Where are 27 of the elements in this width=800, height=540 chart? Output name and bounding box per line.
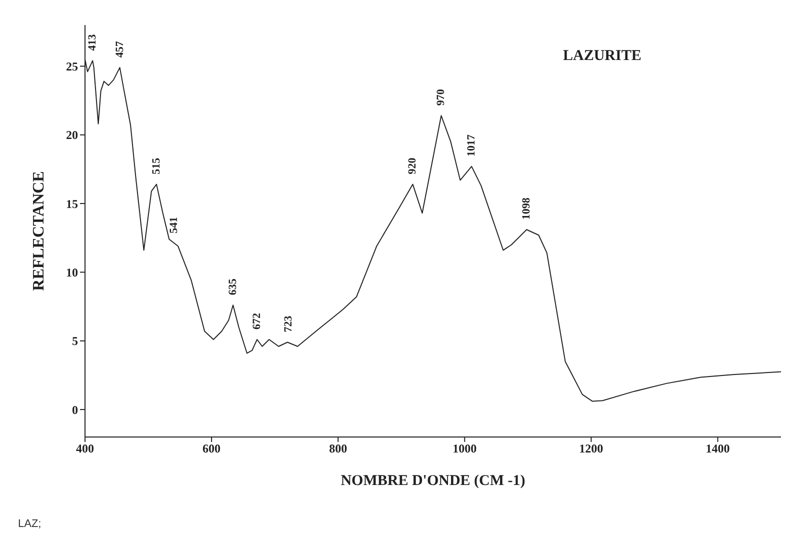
x-tick-label: 1400 [706,442,730,456]
y-tick-label: 25 [66,59,78,74]
annotation: 970 [435,88,448,106]
x-tick-label: 800 [329,442,348,456]
y-tick-label: 15 [66,196,78,211]
x-tick-label: 600 [202,442,221,456]
annotation: 515 [150,157,162,174]
annotation: 635 [227,278,240,296]
annotation: 1098 [520,197,533,220]
x-tick-label: 400 [76,442,94,456]
y-tick-label: 20 [66,128,78,142]
text: LAZ; [18,518,42,530]
y-tick-label: 10 [66,265,78,280]
y-axis-title: REFLECTANCE [30,171,48,291]
x-axis-title: NOMBRE D'ONDE (CM -1) [340,473,526,489]
annotation: 413 [86,34,99,51]
annotation: 723 [282,315,295,332]
x-tick-label: 1200 [579,442,604,456]
annotation: 1017 [466,134,478,156]
annotation: 672 [251,312,264,330]
y-tick-label: 0 [72,402,78,417]
text: LAZURITE [563,48,642,65]
annotation: 920 [406,157,419,174]
annotation: 541 [168,216,180,234]
x-tick-label: 1000 [452,442,477,456]
annotation: 457 [114,40,126,58]
y-tick-label: 5 [72,334,78,348]
